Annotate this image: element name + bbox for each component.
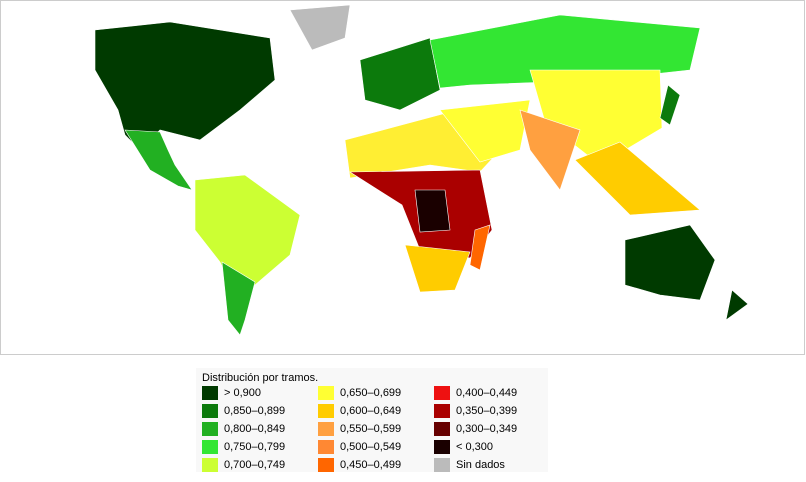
legend-label: 0,350–0,399 xyxy=(456,405,517,417)
legend-title: Distribución por tramos. xyxy=(202,372,318,384)
legend-label: 0,600–0,649 xyxy=(340,405,401,417)
north-america xyxy=(94,21,276,151)
legend-label: 0,550–0,599 xyxy=(340,423,401,435)
congo xyxy=(414,189,451,233)
southern-cone xyxy=(221,261,256,336)
legend-swatch xyxy=(318,422,334,436)
europe xyxy=(359,37,441,111)
legend-swatch xyxy=(202,458,218,472)
legend-label: Sin dados xyxy=(456,459,505,471)
legend-box xyxy=(196,368,548,472)
legend-label: 0,800–0,849 xyxy=(224,423,285,435)
legend-label: 0,700–0,749 xyxy=(224,459,285,471)
australia xyxy=(624,224,716,301)
world-map xyxy=(0,0,805,355)
legend-swatch xyxy=(318,386,334,400)
southern-africa xyxy=(404,244,471,293)
legend-label: 0,500–0,549 xyxy=(340,441,401,453)
legend: Distribución por tramos. xyxy=(196,368,548,472)
legend-label: 0,450–0,499 xyxy=(340,459,401,471)
india xyxy=(519,109,581,191)
legend-label: 0,850–0,899 xyxy=(224,405,285,417)
legend-swatch xyxy=(202,404,218,418)
legend-swatch xyxy=(434,458,450,472)
legend-swatch xyxy=(318,440,334,454)
legend-swatch xyxy=(434,386,450,400)
greenland xyxy=(289,4,351,51)
central-america xyxy=(124,129,193,191)
legend-swatch xyxy=(434,440,450,454)
legend-swatch xyxy=(202,422,218,436)
legend-label: 0,300–0,349 xyxy=(456,423,517,435)
south-america xyxy=(194,174,301,301)
legend-swatch xyxy=(202,386,218,400)
legend-swatch xyxy=(434,422,450,436)
southeast-asia xyxy=(574,141,701,216)
legend-label: 0,750–0,799 xyxy=(224,441,285,453)
legend-label: < 0,300 xyxy=(456,441,493,453)
legend-label: 0,650–0,699 xyxy=(340,387,401,399)
legend-swatch xyxy=(318,404,334,418)
new-zealand xyxy=(725,289,749,321)
middle-east xyxy=(439,99,531,163)
legend-swatch xyxy=(318,458,334,472)
legend-swatch xyxy=(434,404,450,418)
china xyxy=(529,69,663,166)
legend-label: > 0,900 xyxy=(224,387,261,399)
madagascar xyxy=(469,224,491,271)
legend-swatch xyxy=(202,440,218,454)
legend-label: 0,400–0,449 xyxy=(456,387,517,399)
japan xyxy=(659,84,681,126)
